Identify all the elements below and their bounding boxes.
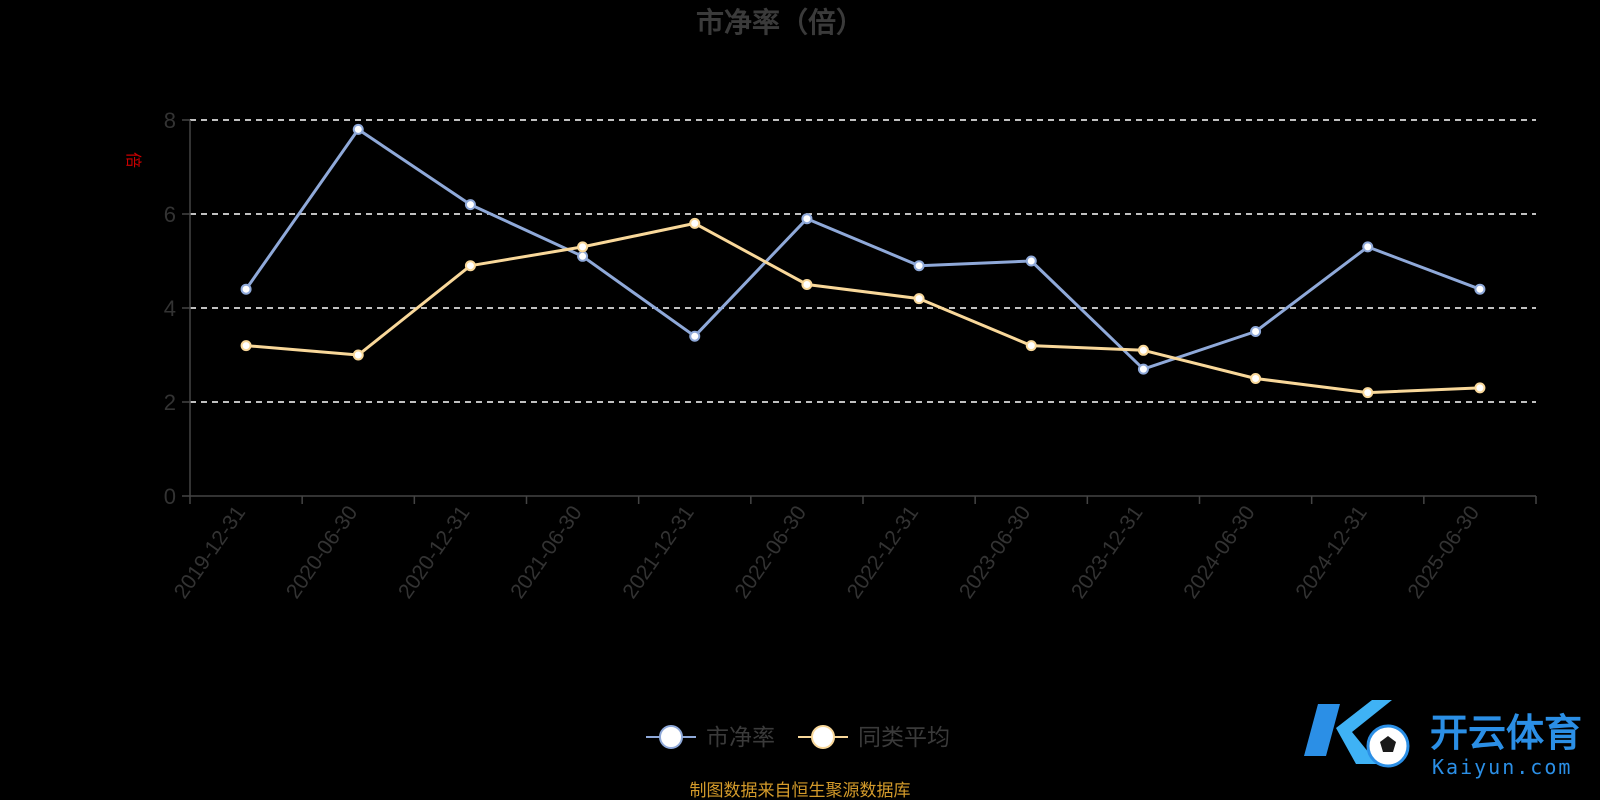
data-point-series-0[interactable]: [464, 199, 476, 211]
data-point-series-0[interactable]: [1025, 255, 1037, 267]
data-point-series-0[interactable]: [577, 250, 589, 262]
y-tick-label: 2: [164, 390, 176, 415]
data-point-series-0[interactable]: [240, 283, 252, 295]
data-point-series-0[interactable]: [913, 260, 925, 272]
watermark-name: 开云体育: [1430, 711, 1582, 755]
data-point-series-1[interactable]: [1137, 344, 1149, 356]
data-point-series-0[interactable]: [1250, 326, 1262, 337]
logo-icon: [1304, 700, 1410, 768]
legend-label-series-1: 同类平均: [858, 725, 950, 751]
series-line-1: [245, 221, 1480, 395]
x-tick-label: 2021-06-30: [506, 502, 586, 603]
watermark-domain: Kaiyun.com: [1432, 755, 1572, 779]
y-tick-label: 6: [164, 202, 176, 227]
x-tick-label: 2022-06-30: [731, 502, 811, 603]
x-tick-label: 2021-12-31: [618, 502, 698, 603]
legend-marker-series-0: [659, 725, 683, 749]
data-point-series-1[interactable]: [577, 241, 589, 253]
x-axis-ticks: 2019-12-31 2020-06-30 2020-12-31 2021-06-30…: [170, 496, 1537, 603]
legend-item-series-1[interactable]: 同类平均: [798, 725, 950, 751]
y-axis-unit: 倍: [124, 152, 143, 168]
data-point-series-1[interactable]: [1474, 382, 1486, 394]
legend[interactable]: 市净率 同类平均: [646, 725, 950, 751]
y-tick-label: 4: [164, 296, 176, 321]
data-point-series-0[interactable]: [352, 123, 364, 135]
data-point-series-1[interactable]: [352, 349, 364, 361]
y-tick-label: 0: [164, 484, 176, 509]
data-point-series-0[interactable]: [1362, 241, 1374, 253]
series-line-0: [244, 127, 1481, 371]
data-point-series-1[interactable]: [464, 260, 476, 272]
data-point-series-1[interactable]: [801, 279, 813, 290]
y-tick-label: 8: [164, 108, 176, 133]
x-tick-label: 2023-12-31: [1067, 502, 1147, 603]
source-note: 制图数据来自恒生聚源数据库: [690, 781, 911, 800]
legend-marker-series-1: [811, 725, 835, 749]
gridlines: [190, 119, 1536, 403]
x-tick-label: 2019-12-31: [170, 502, 250, 603]
watermark-logo: 开云体育 Kaiyun.com: [1304, 700, 1582, 779]
data-point-series-0[interactable]: [689, 330, 701, 342]
data-point-series-1[interactable]: [1025, 340, 1037, 352]
x-tick-label: 2025-06-30: [1404, 502, 1484, 603]
data-point-series-1[interactable]: [689, 217, 701, 229]
series-lines: [240, 123, 1486, 399]
data-point-series-0[interactable]: [1137, 363, 1149, 375]
data-point-series-0[interactable]: [1474, 283, 1486, 295]
data-point-series-0[interactable]: [801, 213, 813, 225]
x-tick-label: 2022-12-31: [843, 502, 923, 603]
y-axis-ticks: 0 2 4 6 8: [164, 108, 190, 509]
data-point-series-1[interactable]: [1250, 373, 1262, 384]
x-tick-label: 2023-06-30: [955, 502, 1035, 603]
legend-label-series-0: 市净率: [706, 725, 775, 751]
data-point-series-1[interactable]: [240, 340, 252, 352]
chart-title: 市净率（倍）: [696, 6, 864, 39]
x-tick-label: 2024-06-30: [1179, 502, 1259, 603]
data-point-series-1[interactable]: [1362, 387, 1374, 399]
x-tick-label: 2024-12-31: [1291, 502, 1371, 603]
data-point-series-1[interactable]: [913, 293, 925, 305]
legend-item-series-0[interactable]: 市净率: [646, 725, 775, 751]
x-tick-label: 2020-06-30: [282, 502, 362, 603]
x-tick-label: 2020-12-31: [394, 502, 474, 603]
